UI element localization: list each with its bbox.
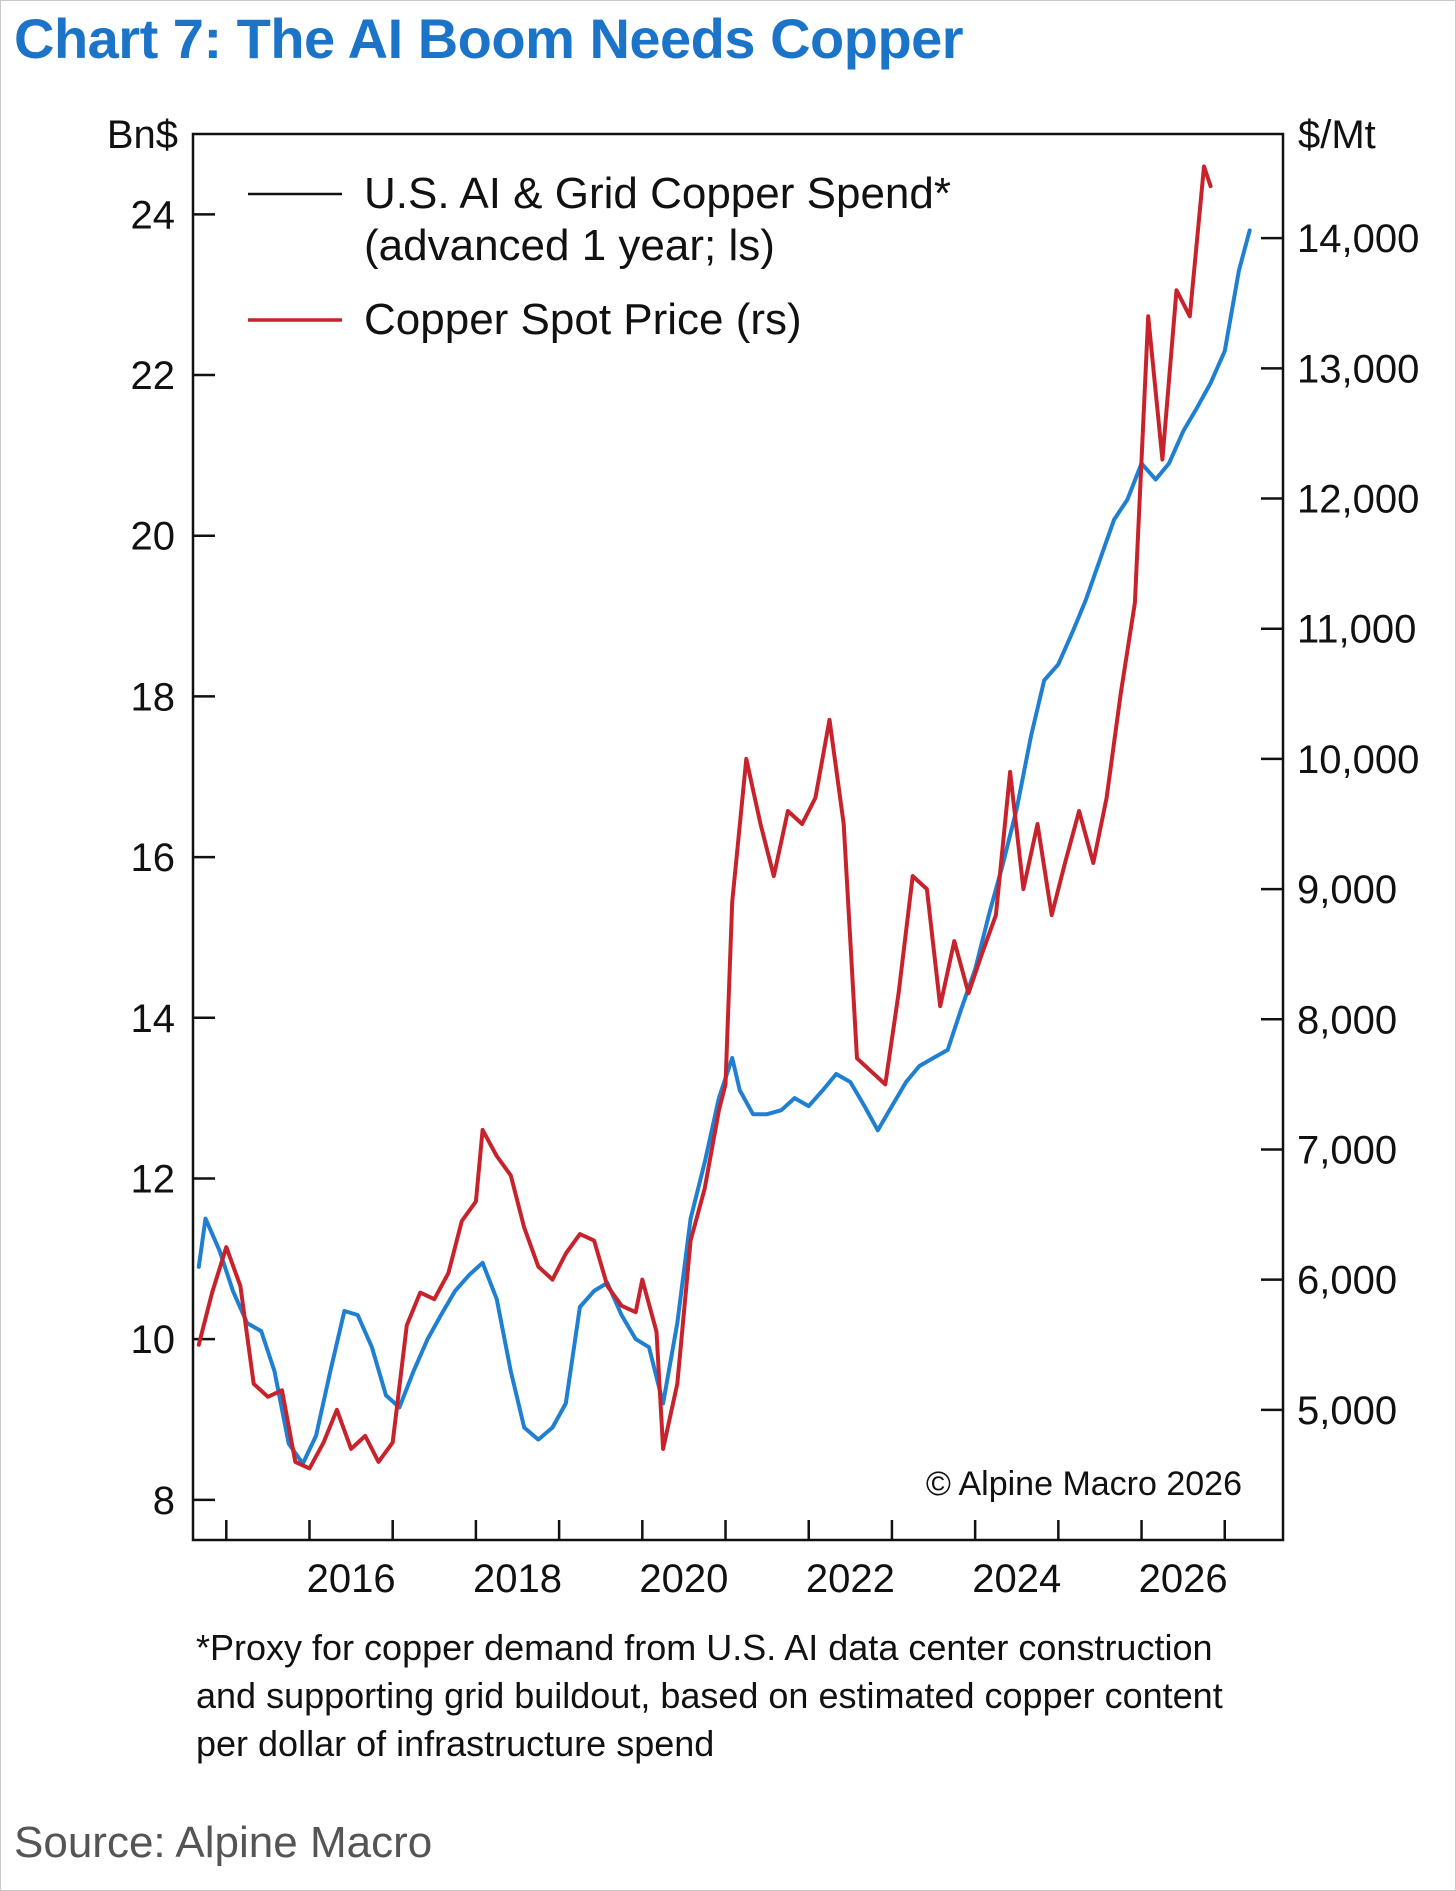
right-axis-tick-label: 12,000 <box>1297 478 1419 522</box>
left-axis-tick-label: 14 <box>131 997 176 1041</box>
right-axis-tick-label: 13,000 <box>1297 347 1419 391</box>
series-line-copper-spot-price <box>196 164 1213 1471</box>
x-axis-ticks: 2016 2018 2020 2022 2024 2026 <box>225 1520 1228 1601</box>
x-axis-tick-label: 2026 <box>1139 1557 1228 1601</box>
legend-entry-spend-note: (advanced 1 year; ls) <box>364 221 775 270</box>
x-axis-tick-label: 2020 <box>639 1557 728 1601</box>
left-axis-tick-label: 18 <box>131 675 176 719</box>
left-axis-tick-label: 8 <box>153 1479 175 1523</box>
source-label: Source: Alpine Macro <box>14 1818 433 1867</box>
chart-title: Chart 7: The AI Boom Needs Copper <box>14 7 964 70</box>
x-axis-tick-label: 2018 <box>473 1557 562 1601</box>
left-axis-tick-label: 16 <box>131 836 176 880</box>
copyright-note: © Alpine Macro 2026 <box>926 1465 1242 1503</box>
footnote: *Proxy for copper demand from U.S. AI da… <box>196 1624 1396 1768</box>
x-axis-tick-label: 2022 <box>806 1557 895 1601</box>
plot-area-border <box>191 132 1285 1542</box>
right-axis-tick-label: 10,000 <box>1297 738 1419 782</box>
left-axis-unit-label: Bn$ <box>107 113 178 157</box>
right-axis-tick-label: 6,000 <box>1297 1259 1397 1303</box>
right-axis-tick-label: 8,000 <box>1297 998 1397 1042</box>
right-axis-ticks: 5,000 6,000 7,000 8,000 9,000 10,000 11,000 12,… <box>1261 217 1419 1433</box>
right-axis-tick-label: 14,000 <box>1297 217 1419 261</box>
left-axis-tick-label: 20 <box>131 515 176 559</box>
left-axis-tick-label: 24 <box>131 193 176 237</box>
left-axis-tick-label: 12 <box>131 1157 176 1201</box>
series-line-ai-grid-copper-spend <box>196 228 1252 1466</box>
right-axis-tick-label: 9,000 <box>1297 868 1397 912</box>
x-axis-tick-label: 2024 <box>972 1557 1061 1601</box>
footnote-line-3: per dollar of infrastructure spend <box>196 1723 715 1764</box>
x-axis-tick-label: 2016 <box>307 1557 396 1601</box>
legend: U.S. AI & Grid Copper Spend* (advanced 1… <box>248 169 951 344</box>
footnote-line-1: *Proxy for copper demand from U.S. AI da… <box>196 1627 1213 1668</box>
legend-entry-spend: U.S. AI & Grid Copper Spend* <box>364 169 951 218</box>
right-axis-tick-label: 7,000 <box>1297 1128 1397 1172</box>
footnote-line-2: and supporting grid buildout, based on e… <box>196 1675 1223 1716</box>
left-axis-tick-label: 22 <box>131 354 176 398</box>
legend-entry-price: Copper Spot Price (rs) <box>364 295 802 344</box>
left-axis-tick-label: 10 <box>131 1318 176 1362</box>
right-axis-tick-label: 5,000 <box>1297 1389 1397 1433</box>
right-axis-unit-label: $/Mt <box>1298 113 1376 157</box>
right-axis-tick-label: 11,000 <box>1297 608 1416 652</box>
left-axis-ticks: 8 10 12 14 16 18 20 22 24 <box>131 193 215 1523</box>
